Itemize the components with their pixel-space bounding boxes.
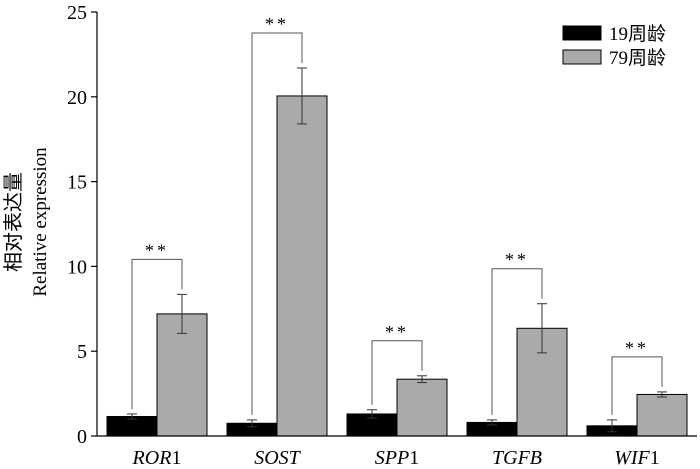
legend-label-79: 79周龄: [609, 47, 666, 69]
significance-brackets: ** ** ** ** **: [131, 14, 663, 415]
significance-bracket: [371, 340, 423, 405]
x-tick-label-gene: TGFB: [492, 447, 542, 469]
bar-79-2: [396, 378, 448, 437]
y-axis-label: 相对表达量: [2, 172, 25, 272]
y-tick-label: 15: [67, 172, 87, 194]
legend: 19周龄 79周龄: [562, 23, 666, 69]
x-tick-label: SOST: [254, 447, 301, 469]
significance-label: **: [265, 14, 289, 34]
x-tick-label-gene: WIF: [614, 447, 650, 469]
y-tick-label: 5: [77, 341, 87, 363]
legend-label-19: 19周龄: [609, 23, 666, 45]
bars: [106, 95, 688, 437]
significance-bracket: [491, 268, 543, 415]
x-tick-label: TGFB: [492, 447, 542, 469]
x-tick-label: ROR1: [132, 447, 182, 469]
x-tick-label-suffix: 1: [409, 447, 419, 469]
x-tick-label-suffix: 1: [171, 447, 181, 469]
x-tick-label-suffix: 1: [650, 447, 660, 469]
x-tick-label: SPP1: [375, 447, 419, 469]
y-tick-label: 20: [67, 87, 87, 109]
y-axis-label-en: Relative expression: [30, 147, 51, 297]
significance-bracket: [131, 258, 183, 409]
significance-label: **: [385, 322, 409, 342]
legend-swatch-79: [562, 49, 602, 65]
y-tick-label: 10: [67, 256, 87, 278]
x-tick-labels: ROR1 SOST SPP1 TGFB WIF1: [132, 447, 660, 469]
significance-bracket: [611, 356, 663, 415]
significance-label: **: [505, 250, 529, 270]
x-tick-label: WIF1: [614, 447, 660, 469]
y-tick-label: 0: [77, 426, 87, 448]
bar-79-1: [276, 95, 328, 437]
bar-79-0: [156, 313, 208, 437]
x-tick-label-gene: ROR: [132, 447, 172, 469]
x-tick-label-gene: SOST: [254, 447, 301, 469]
legend-swatch-19: [562, 25, 602, 41]
bar-79-4: [636, 393, 688, 437]
significance-bracket: [251, 32, 303, 415]
y-axis-ticks: 0 5 10 15 20 25: [67, 2, 97, 448]
significance-label: **: [145, 240, 169, 260]
y-tick-label: 25: [67, 2, 87, 24]
x-tick-label-gene: SPP: [375, 447, 409, 469]
error-bars: [127, 67, 667, 433]
significance-label: **: [625, 338, 649, 358]
